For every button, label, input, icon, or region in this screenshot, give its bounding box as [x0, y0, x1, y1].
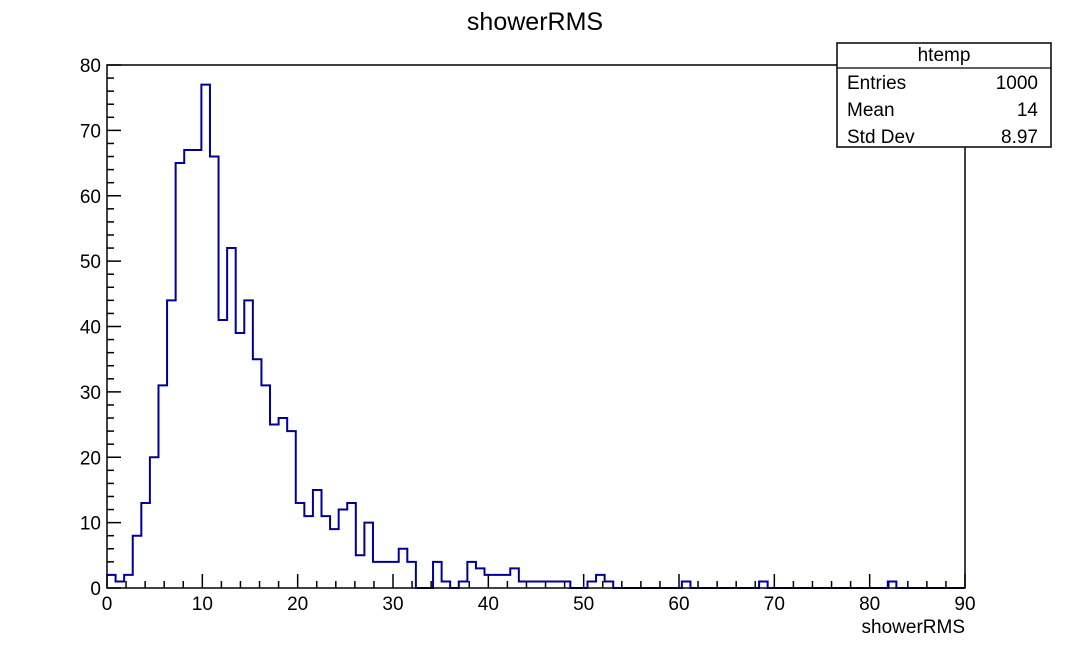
x-tick-labels: 0 10 20 30 40 50 60 70 80 90 [102, 594, 976, 615]
stats-entries-value: 1000 [996, 73, 1038, 94]
y-tick-label: 30 [80, 383, 101, 404]
x-tick-label: 70 [764, 594, 785, 615]
x-tick-label: 60 [668, 594, 689, 615]
stats-box-name: htemp [918, 45, 971, 66]
x-tick-label: 80 [859, 594, 880, 615]
x-tick-label: 30 [382, 594, 403, 615]
y-tick-labels: 0 10 20 30 40 50 60 70 80 [80, 56, 101, 600]
x-tick-label: 20 [287, 594, 308, 615]
y-tick-label: 80 [80, 56, 101, 77]
x-tick-label: 0 [102, 594, 113, 615]
stats-mean-value: 14 [1017, 100, 1039, 121]
y-tick-label: 40 [80, 318, 101, 339]
x-tick-label: 40 [478, 594, 499, 615]
stats-box: htemp Entries 1000 Mean 14 Std Dev 8.97 [836, 42, 1052, 148]
stats-entries-label: Entries [847, 73, 906, 94]
histogram-line [107, 83, 965, 589]
x-tick-label: 90 [954, 594, 975, 615]
plot-frame [106, 64, 966, 589]
stats-mean-label: Mean [847, 100, 895, 121]
chart-title: showerRMS [467, 8, 603, 36]
x-tick-label: 10 [192, 594, 213, 615]
stats-stddev-label: Std Dev [847, 127, 915, 148]
y-tick-label: 0 [90, 579, 101, 600]
stats-stddev-value: 8.97 [1001, 127, 1038, 148]
x-tick-label: 50 [573, 594, 594, 615]
y-tick-label: 20 [80, 448, 101, 469]
stats-box-frame [836, 42, 1052, 148]
y-tick-label: 70 [80, 121, 101, 142]
y-tick-label: 50 [80, 252, 101, 273]
y-tick-label: 10 [80, 514, 101, 535]
x-axis-title: showerRMS [862, 617, 965, 638]
y-tick-label: 60 [80, 187, 101, 208]
